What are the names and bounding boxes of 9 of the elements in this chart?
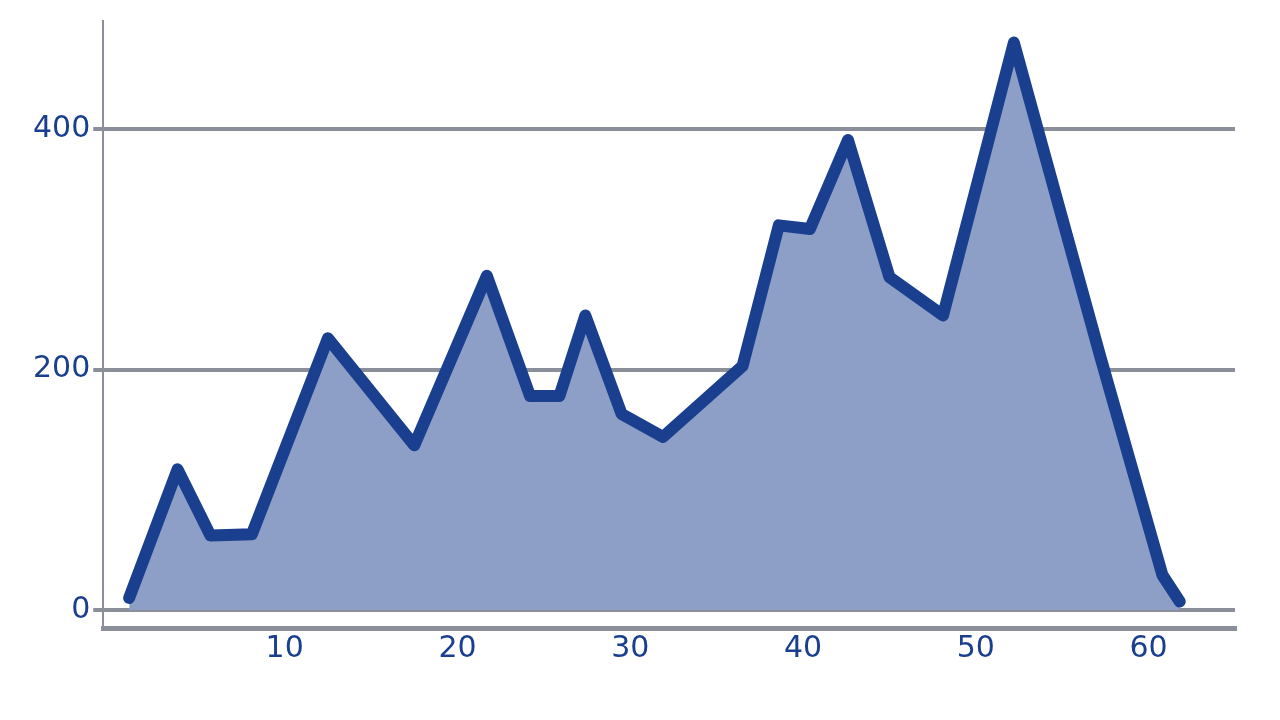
x-tick-label: 30 — [611, 628, 650, 664]
y-tick-label: 400 — [33, 108, 91, 144]
y-tick-label: 200 — [33, 349, 91, 385]
x-tick-label: 50 — [956, 628, 995, 664]
y-tick-label: 0 — [71, 589, 91, 625]
x-tick-label: 60 — [1129, 628, 1168, 664]
x-tick-label: 40 — [783, 628, 823, 664]
x-tick-label: 20 — [438, 628, 477, 664]
x-tick-label: 10 — [265, 628, 304, 664]
